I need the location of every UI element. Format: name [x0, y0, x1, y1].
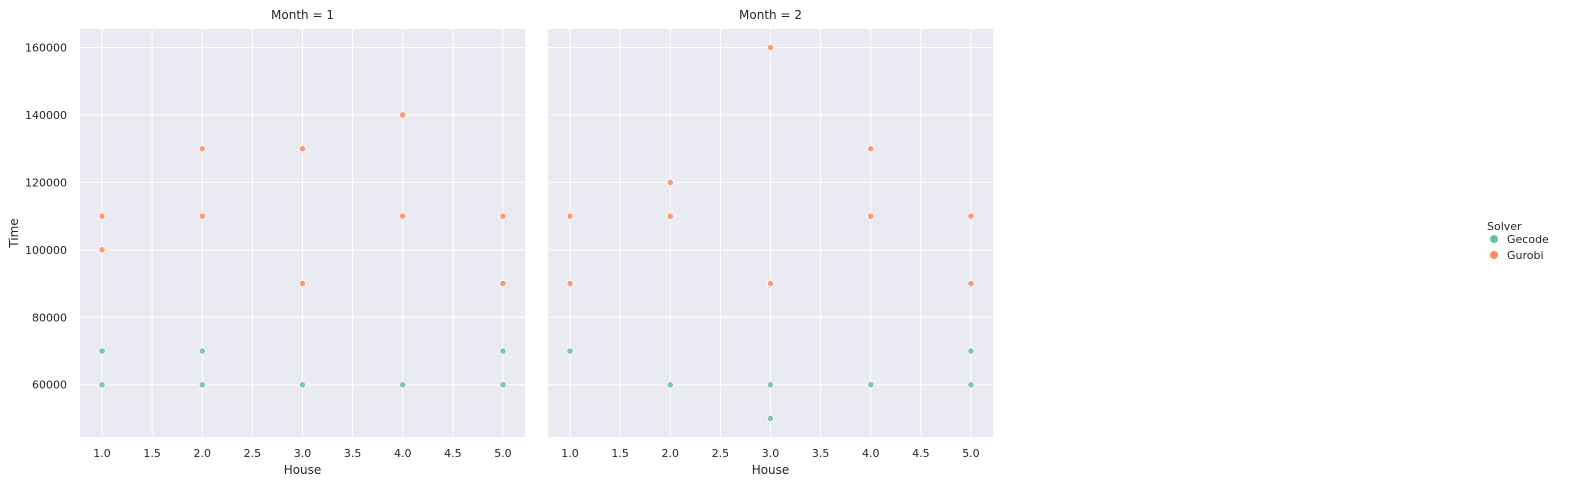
data-point: [399, 212, 407, 220]
data-point: [298, 145, 307, 153]
x-tick-label: 2.5: [244, 447, 262, 460]
data-point: [867, 145, 875, 153]
facet-panel-2: 1.0 1.5 2.0 2.5 3.0 3.5 4.0 4.5 5.0 House Month = …: [548, 8, 993, 477]
x-tick-label: 4.5: [444, 447, 462, 460]
data-point: [98, 212, 106, 220]
x-tick-label: 5.0: [494, 447, 512, 460]
facet-panel-1: 1.0 1.5 2.0 2.5 3.0 3.5 4.0 4.5 5.0 60000 80000 100…: [25, 8, 525, 477]
data-point: [666, 212, 674, 220]
data-point: [967, 381, 975, 389]
data-point: [198, 381, 206, 389]
x-tick-label: 3.5: [812, 447, 830, 460]
data-point: [298, 381, 307, 389]
y-tick-label: 140000: [25, 109, 67, 122]
y-tick-label: 120000: [25, 176, 67, 189]
legend-title: Solver: [1487, 220, 1522, 233]
legend-marker: [1490, 251, 1498, 259]
x-axis-label: House: [284, 463, 322, 477]
y-axis-label: Time: [7, 218, 21, 248]
data-point: [766, 279, 775, 288]
x-tick-label: 2.5: [712, 447, 730, 460]
data-point: [967, 212, 975, 220]
legend-item-gurobi: Gurobi: [1490, 249, 1544, 262]
panel-title: Month = 1: [271, 8, 334, 22]
data-point: [298, 279, 307, 288]
data-point: [766, 381, 775, 389]
data-point: [98, 381, 106, 389]
data-point: [566, 279, 574, 288]
data-point: [499, 347, 507, 355]
data-point: [566, 347, 574, 355]
x-tick-label: 3.5: [344, 447, 362, 460]
data-point: [499, 381, 507, 389]
x-tick-label: 2.0: [662, 447, 680, 460]
data-point: [198, 145, 206, 153]
x-tick-label: 1.0: [561, 447, 579, 460]
series-gecode: [98, 347, 507, 389]
x-tick-label: 4.5: [912, 447, 930, 460]
data-point: [399, 111, 407, 119]
data-point: [198, 347, 206, 355]
data-point: [867, 212, 875, 220]
data-point: [198, 212, 206, 220]
series-gurobi: [98, 111, 507, 288]
x-tick-label: 3.0: [762, 447, 780, 460]
y-tick-label: 60000: [32, 379, 67, 392]
legend-label: Gecode: [1507, 233, 1549, 246]
data-point: [766, 414, 775, 423]
data-point: [499, 279, 507, 288]
data-point: [967, 279, 975, 288]
series-gurobi: [566, 43, 975, 288]
x-tick-label: 1.5: [611, 447, 629, 460]
x-tick-label: 4.0: [862, 447, 880, 460]
data-point: [499, 212, 507, 220]
data-point: [566, 212, 574, 220]
legend-marker: [1490, 235, 1498, 243]
x-tick-label: 1.5: [143, 447, 161, 460]
y-tick-label: 80000: [32, 311, 67, 324]
y-tick-label: 100000: [25, 244, 67, 257]
x-tick-label: 4.0: [394, 447, 412, 460]
data-point: [399, 381, 407, 389]
data-point: [867, 381, 875, 389]
data-point: [98, 246, 106, 254]
x-tick-label: 5.0: [962, 447, 980, 460]
series-gecode: [566, 347, 975, 423]
data-point: [967, 347, 975, 355]
x-tick-label: 3.0: [294, 447, 312, 460]
x-tick-label: 2.0: [194, 447, 212, 460]
x-tick-label: 1.0: [93, 447, 111, 460]
legend-label: Gurobi: [1507, 249, 1544, 262]
legend-item-gecode: Gecode: [1490, 233, 1549, 246]
panel-title: Month = 2: [739, 8, 802, 22]
data-point: [98, 347, 106, 355]
data-point: [666, 178, 674, 187]
data-point: [766, 43, 775, 52]
x-axis-label: House: [752, 463, 790, 477]
data-point: [666, 381, 674, 389]
legend: Solver Gecode Gurobi: [1487, 220, 1549, 262]
y-tick-label: 160000: [25, 42, 67, 55]
